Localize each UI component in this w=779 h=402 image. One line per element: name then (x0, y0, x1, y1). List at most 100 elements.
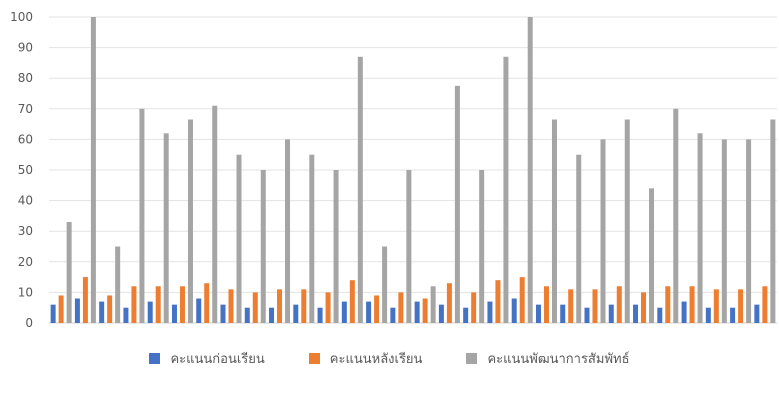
bar-series-3 (624, 119, 630, 323)
bar-series-1 (220, 304, 226, 323)
bar-series-1 (171, 304, 177, 323)
y-tick-label: 20 (18, 255, 33, 269)
bar-series-2 (107, 295, 113, 323)
bar-series-1 (123, 307, 129, 323)
bar-series-3 (115, 246, 121, 323)
bar-series-1 (341, 301, 347, 323)
bar-series-1 (438, 304, 444, 323)
y-tick-label: 10 (18, 285, 33, 299)
bar-series-2 (641, 292, 647, 323)
bar-series-3 (285, 139, 291, 323)
bar-series-2 (713, 289, 719, 323)
bar-series-2 (58, 295, 64, 323)
bar-series-1 (657, 307, 663, 323)
bar-series-2 (252, 292, 258, 323)
bar-series-1 (269, 307, 275, 323)
bar-series-1 (487, 301, 493, 323)
bar-series-2 (519, 277, 525, 323)
bar-series-3 (503, 56, 509, 323)
y-tick-label: 0 (25, 316, 33, 330)
bar-series-3 (333, 170, 339, 323)
bar-series-3 (163, 133, 169, 323)
bar-series-2 (665, 286, 671, 323)
bar-series-2 (543, 286, 549, 323)
legend-swatch-series-3 (466, 352, 478, 364)
bar-series-3 (406, 170, 412, 323)
bar-series-2 (179, 286, 185, 323)
bar-series-3 (721, 139, 727, 323)
bar-series-2 (155, 286, 161, 323)
bar-series-1 (463, 307, 469, 323)
y-tick-label: 30 (18, 224, 33, 238)
bar-series-2 (738, 289, 744, 323)
gridlines (49, 16, 777, 324)
bar-series-3 (746, 139, 752, 323)
bar-series-3 (139, 108, 145, 323)
y-tick-label: 40 (18, 194, 33, 208)
bar-series-3 (90, 17, 96, 323)
legend-label-series-3: คะแนนพัฒนาการสัมพัทธ์ (487, 351, 630, 367)
bar-series-1 (50, 304, 56, 323)
bar-series-3 (551, 119, 557, 323)
legend-label-series-1: คะแนนก่อนเรียน (170, 351, 265, 367)
bar-series-3 (454, 85, 460, 323)
bar-series-2 (592, 289, 598, 323)
bar-series-2 (762, 286, 768, 323)
bar-series-3 (770, 119, 776, 323)
bar-series-3 (212, 105, 218, 324)
bar-series-2 (204, 283, 210, 323)
y-tick-label: 70 (18, 102, 33, 116)
y-tick-label: 100 (10, 10, 33, 24)
legend-item-series-1: คะแนนก่อนเรียน (149, 346, 265, 370)
bar-series-1 (633, 304, 639, 323)
bar-series-3 (576, 154, 582, 323)
bar-series-1 (681, 301, 687, 323)
legend-label-series-2: คะแนนหลังเรียน (329, 351, 423, 367)
bar-series-2 (495, 280, 501, 323)
bar-series-1 (535, 304, 541, 323)
bar-series-2 (277, 289, 283, 323)
bar-series-2 (689, 286, 695, 323)
y-tick-label: 90 (18, 41, 33, 55)
bar-series-1 (196, 298, 202, 323)
bar-series-1 (74, 298, 80, 323)
bar-series-2 (446, 283, 452, 323)
bar-series-1 (147, 301, 153, 323)
legend-item-series-3: คะแนนพัฒนาการสัมพัทธ์ (466, 346, 630, 370)
bar-series-2 (82, 277, 88, 323)
bar-series-1 (560, 304, 566, 323)
legend-swatch-series-2 (308, 352, 320, 364)
y-tick-label: 60 (18, 132, 33, 146)
bar-series-3 (479, 170, 485, 323)
legend-item-series-2: คะแนนหลังเรียน (308, 346, 423, 370)
bar-series-3 (187, 119, 193, 323)
bar-series-1 (584, 307, 590, 323)
bar-series-1 (414, 301, 420, 323)
bar-series-1 (293, 304, 299, 323)
bar-series-3 (382, 246, 388, 323)
bar-series-2 (301, 289, 307, 323)
y-tick-label: 50 (18, 163, 33, 177)
bar-series-3 (649, 188, 655, 323)
bar-series-3 (527, 17, 533, 323)
bar-series-3 (430, 286, 436, 323)
bar-series-3 (600, 139, 606, 323)
bar-series-3 (309, 154, 315, 323)
bar-series-2 (131, 286, 137, 323)
bar-series-2 (374, 295, 380, 323)
bar-series-1 (99, 301, 105, 323)
bar-series-1 (511, 298, 517, 323)
bar-series-2 (349, 280, 355, 323)
bar-series-3 (66, 222, 72, 323)
bar-series-2 (325, 292, 331, 323)
bar-series-3 (236, 154, 242, 323)
bar-series-1 (608, 304, 614, 323)
bars (50, 17, 776, 324)
bar-series-1 (730, 307, 736, 323)
bar-series-1 (244, 307, 250, 323)
y-tick-label: 80 (18, 71, 33, 85)
bar-series-2 (471, 292, 477, 323)
bar-series-2 (616, 286, 622, 323)
